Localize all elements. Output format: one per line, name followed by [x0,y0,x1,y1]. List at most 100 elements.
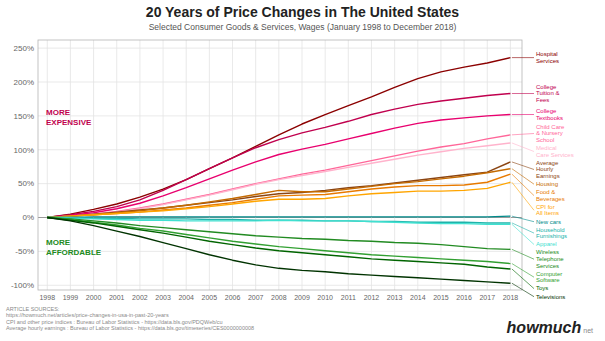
x-grid-line [209,40,210,290]
series-label: HospitalServices [536,51,559,64]
text-line: AFFORDABLE [46,248,102,257]
text-line: New cars [536,219,561,225]
x-tick-label: 1999 [63,294,79,301]
x-tick-label: 2018 [503,294,519,301]
leader-line [512,57,534,58]
text-line: Household [536,227,565,233]
chart: 20 Years of Price Changes in The United … [0,0,605,341]
x-grid-line [255,40,256,290]
series-line [47,218,510,284]
series-label: HouseholdFurnishings [536,227,567,240]
series-label: Child Care& NurserySchool [536,124,565,143]
leader-line [512,143,534,152]
text-line: All Items [536,210,559,216]
series-line [47,162,510,218]
x-tick-label: 2016 [456,294,472,301]
series-line [47,216,510,217]
x-tick-label: 2009 [294,294,310,301]
y-grid-line [38,115,522,116]
x-grid-line [417,40,418,290]
x-tick-label: 2011 [341,294,356,301]
x-grid-line [440,40,441,290]
text-line: College [536,84,557,90]
x-tick-label: 2000 [86,294,102,301]
series-label: ComputerSoftware [536,271,562,284]
text-line: https://howmuch.net/articles/price-chang… [6,312,169,318]
text-line: Toys [536,285,548,291]
text-line: Tuition & [536,90,559,96]
x-tick-label: 1998 [39,294,55,301]
text-line: Computer [536,271,562,277]
text-line: Services [536,263,559,269]
text-line: Housing [536,181,558,187]
series-label: WirelessTelephoneServices [536,249,564,268]
x-grid-line [139,40,140,290]
logo-text: howmuch [507,319,582,336]
subtitle: Selected Consumer Goods & Services, Wage… [149,22,457,32]
text-line: MORE [46,238,71,247]
text-line: College [536,108,557,114]
series-label: Food &Beverages [536,189,565,202]
text-line: Apparel [536,241,557,247]
text-line: ARTICLE SOURCES: [6,306,60,312]
text-line: EXPENSIVE [46,118,92,127]
text-line: & Nursery [536,130,563,136]
series-lines [47,58,510,284]
leader-line [512,269,534,289]
series-label: Televisions [536,294,565,300]
y-grid-line [38,183,522,184]
y-tick-label: 50% [18,179,34,188]
x-tick-label: 2004 [178,294,194,301]
x-grid-line [163,40,164,290]
x-tick-label: 2017 [479,294,495,301]
leader-line [512,182,534,210]
x-grid-line [232,40,233,290]
y-grid-line [38,285,522,286]
x-grid-line [278,40,279,290]
leader-line [512,114,534,115]
logo: howmuchnet [507,319,593,336]
grid [38,40,522,290]
x-grid-line [464,40,465,290]
x-grid-line [186,40,187,290]
series-line [47,218,510,264]
x-grid-line [371,40,372,290]
series-line [47,218,510,269]
text-line: CPI for [536,204,555,210]
text-line: Fees [536,97,549,103]
text-line: Furnishings [536,233,567,239]
footer: ARTICLE SOURCES:https://howmuch.net/arti… [6,306,254,331]
leader-line [512,134,534,135]
y-tick-label: -50% [15,247,34,256]
text-line: Hourly [536,166,553,172]
series-labels: HospitalServicesCollegeTuition &FeesColl… [512,51,574,299]
series-label: New cars [536,219,561,225]
plot-frame [38,40,522,290]
x-grid-line [510,40,511,290]
x-grid-line [325,40,326,290]
x-tick-label: 2014 [410,294,426,301]
text-line: Wireless [536,249,559,255]
series-label: CollegeTextbooks [536,108,563,121]
y-tick-label: 100% [14,146,34,155]
series-label: CPI forAll Items [536,204,559,217]
y-tick-label: 150% [14,112,34,121]
text-line: Textbooks [536,115,563,121]
logo-suffix: net [583,327,593,334]
y-tick-label: -100% [11,281,34,290]
y-grid-line [38,48,522,49]
title: 20 Years of Price Changes in The United … [146,4,460,20]
text-line: Average hourly earnings : Bureau of Labo… [6,325,254,331]
series-line [47,94,510,218]
y-tick-label: 250% [14,44,34,53]
y-tick-label: 0% [22,213,34,222]
y-grid-line [38,82,522,83]
x-tick-label: 2008 [271,294,287,301]
text-line: Earnings [536,173,560,179]
series-line [47,174,510,217]
x-tick-label: 2005 [202,294,218,301]
text-line: Medical [536,145,557,151]
background [0,0,605,341]
leader-line [512,283,534,296]
annotation: MOREAFFORDABLE [46,238,102,257]
